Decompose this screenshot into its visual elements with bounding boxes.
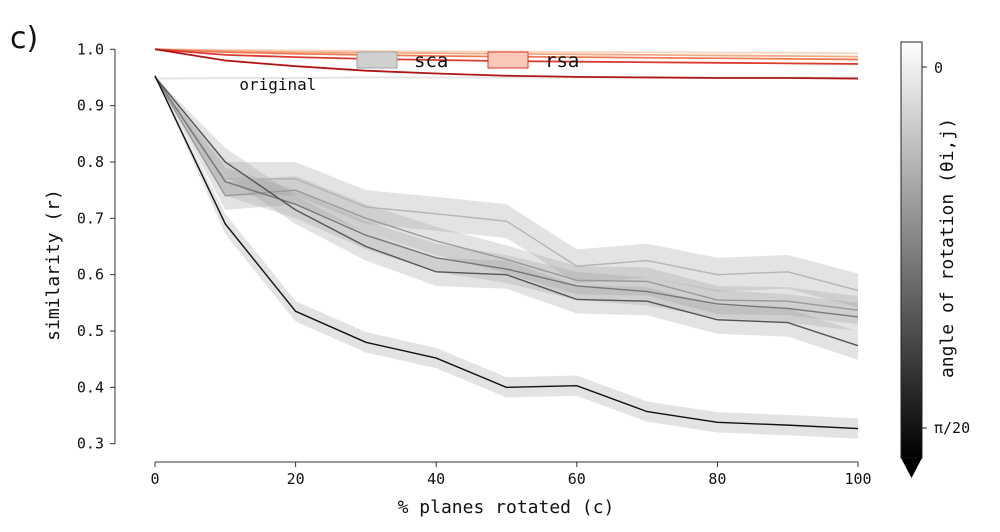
- x-tick-label: 60: [568, 470, 586, 488]
- colorbar-tick-label-1: π/20: [934, 419, 970, 437]
- x-tick-label: 40: [427, 470, 445, 488]
- sca-band: [155, 76, 858, 332]
- x-tick-label: 100: [844, 470, 871, 488]
- series-lines: [154, 48, 859, 430]
- x-axis-label: % planes rotated (c): [398, 497, 615, 518]
- sca-line: [154, 75, 859, 430]
- colorbar-label-text: angle of rotation (θi,j): [937, 118, 958, 378]
- y-axis-label: similarity (r): [43, 189, 64, 341]
- y-tick-label: 0.7: [77, 209, 104, 227]
- sca-line: [154, 76, 859, 347]
- sca-band: [155, 76, 858, 360]
- y-tick-label: 0.9: [77, 97, 104, 115]
- legend-label-sca: sca: [414, 50, 448, 72]
- x-ticks: 0 20 40 60 80 100: [150, 462, 872, 488]
- sca-band: [155, 76, 858, 308]
- colorbar-label: angle of rotation (θi,j): [937, 118, 958, 378]
- sca-line: [154, 76, 859, 311]
- panel-label: c): [10, 21, 38, 56]
- colorbar-gradient: [900, 41, 923, 459]
- rsa-line: [154, 48, 859, 80]
- original-annotation: original: [239, 75, 316, 94]
- legend-label-rsa: rsa: [545, 50, 579, 72]
- legend-swatch-rsa: [487, 51, 529, 69]
- colorbar-tick-label-0: 0: [934, 59, 943, 77]
- legend: sca rsa: [356, 50, 579, 72]
- y-tick-label: 0.3: [77, 435, 104, 453]
- colorbar: 0 π/20 angle of rotation (θi,j): [900, 41, 970, 478]
- colorbar-extend-arrow: [901, 458, 922, 478]
- x-tick-label: 0: [150, 470, 159, 488]
- x-tick-label: 80: [708, 470, 726, 488]
- plot-area: [154, 48, 859, 439]
- y-tick-label: 0.8: [77, 153, 104, 171]
- sca-line: [154, 76, 859, 292]
- y-tick-label: 0.4: [77, 378, 104, 396]
- legend-swatch-sca: [356, 51, 398, 69]
- y-tick-label: 1.0: [77, 40, 104, 58]
- y-tick-label: 0.6: [77, 266, 104, 284]
- axes: 0.3 0.4 0.5 0.6 0.7 0.8 0.9 1.0 0 20 40 60 80 100: [77, 40, 872, 488]
- sca-band: [155, 76, 858, 325]
- y-tick-label: 0.5: [77, 322, 104, 340]
- y-ticks: 0.3 0.4 0.5 0.6 0.7 0.8 0.9 1.0: [77, 40, 115, 453]
- x-tick-label: 20: [287, 470, 305, 488]
- sca-bands: [155, 75, 858, 439]
- sca-line: [154, 76, 859, 318]
